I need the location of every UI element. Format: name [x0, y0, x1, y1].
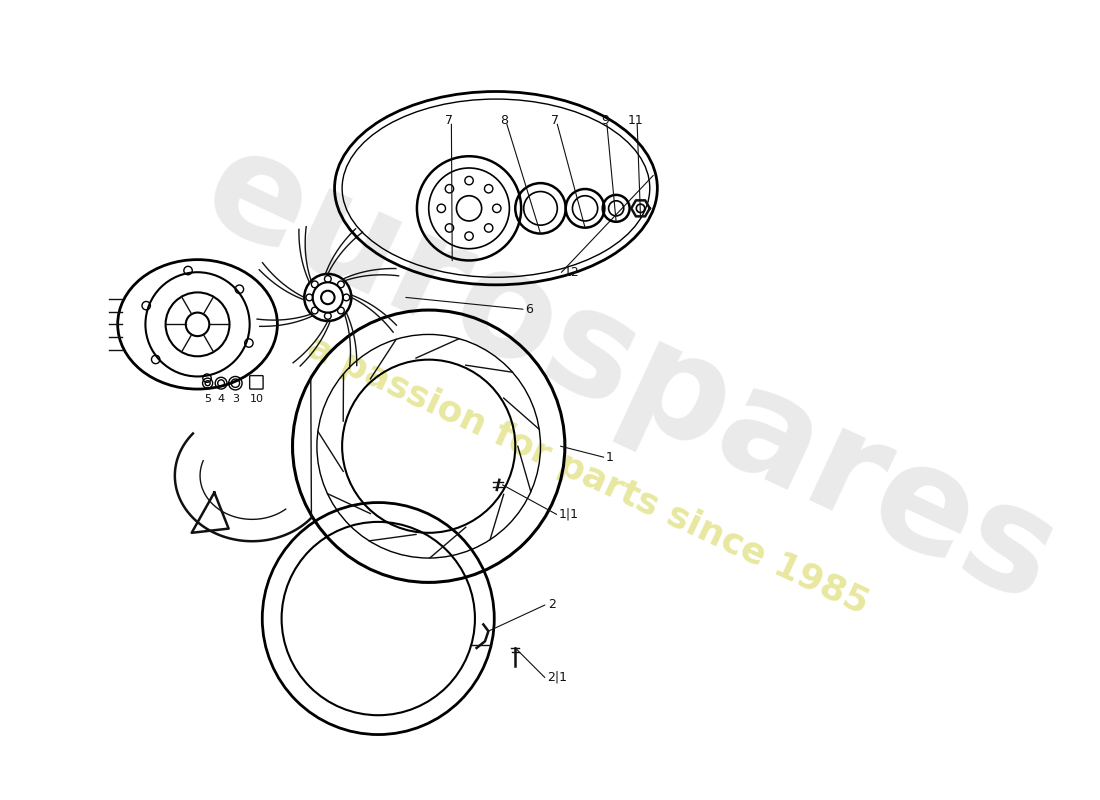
- Text: 1: 1: [606, 450, 614, 464]
- Text: eurospares: eurospares: [183, 116, 1078, 634]
- Text: 4: 4: [218, 394, 224, 404]
- Text: 10: 10: [250, 394, 263, 404]
- Text: 3: 3: [232, 394, 239, 404]
- Text: 7: 7: [551, 114, 559, 127]
- Text: a passion for parts since 1985: a passion for parts since 1985: [302, 330, 874, 621]
- Text: 7: 7: [444, 114, 453, 127]
- Text: 11: 11: [628, 114, 643, 127]
- Text: 5: 5: [205, 394, 211, 404]
- FancyBboxPatch shape: [250, 376, 263, 389]
- Text: 8: 8: [500, 114, 508, 127]
- Text: 1|1: 1|1: [559, 508, 579, 521]
- Text: 12: 12: [564, 266, 580, 278]
- Text: 6: 6: [526, 302, 534, 316]
- Text: 9: 9: [602, 114, 609, 127]
- Text: 2|1: 2|1: [547, 671, 568, 684]
- Text: 2: 2: [548, 598, 556, 610]
